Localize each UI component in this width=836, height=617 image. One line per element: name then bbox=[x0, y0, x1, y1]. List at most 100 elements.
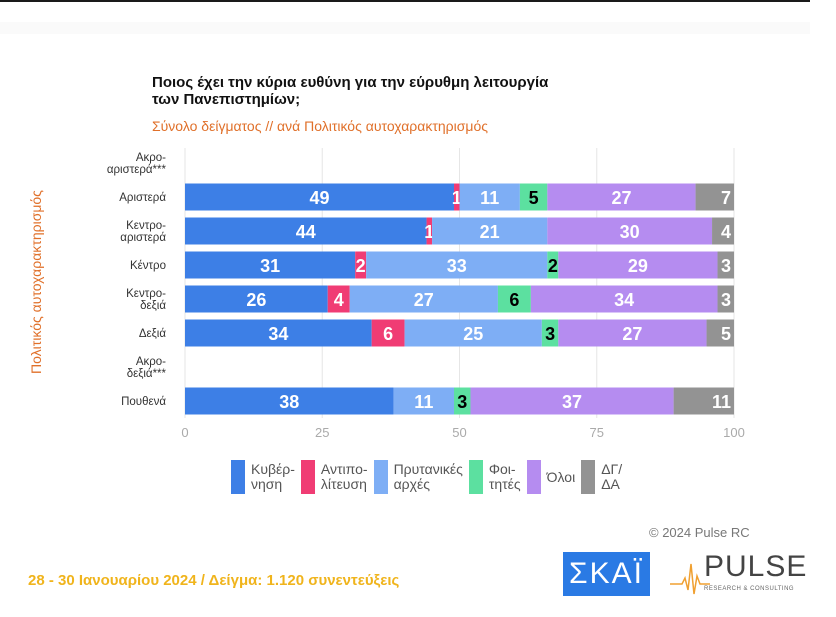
legend-swatch bbox=[468, 460, 483, 494]
y-category-label: Δεξιά bbox=[139, 328, 167, 340]
bar-segment bbox=[558, 319, 707, 347]
legend: Κυβέρ-νηση Αντιπο-λίτευση Πρυτανικές αρχές Φ… bbox=[231, 460, 628, 494]
legend-swatch bbox=[373, 460, 388, 494]
data-label: 37 bbox=[562, 392, 582, 412]
x-tick-label: 50 bbox=[452, 425, 466, 440]
x-tick-label: 100 bbox=[723, 425, 745, 440]
legend-label: Όλοι bbox=[546, 468, 576, 485]
bar-segment bbox=[349, 285, 498, 313]
data-label: 6 bbox=[509, 290, 519, 310]
legend-item: Πρυτανικές αρχές bbox=[373, 460, 463, 494]
bar-segment bbox=[673, 387, 734, 415]
bar-segment bbox=[185, 183, 455, 211]
bar-segment bbox=[404, 319, 542, 347]
pulse-logo: PULSE RESEARCH & CONSULTING bbox=[670, 550, 806, 600]
data-label: 7 bbox=[721, 188, 731, 208]
bar-segment bbox=[541, 319, 559, 347]
y-category-label: Πουθενά bbox=[121, 396, 166, 408]
bar-segment bbox=[185, 387, 394, 415]
bar-segment bbox=[393, 387, 455, 415]
bar-segment bbox=[432, 217, 548, 245]
bar-segment bbox=[470, 387, 674, 415]
y-category-label: Αριστερά bbox=[119, 192, 166, 204]
chart-title: Ποιος έχει την κύρια ευθύνη για την εύρυ… bbox=[152, 74, 549, 108]
data-label: 3 bbox=[721, 256, 731, 276]
y-category-label: Κέντρο bbox=[130, 260, 166, 272]
data-label: 3 bbox=[457, 392, 467, 412]
data-label: 26 bbox=[246, 290, 266, 310]
chart-subtitle: Σύνολο δείγματος // ανά Πολιτικός αυτοχα… bbox=[152, 118, 488, 134]
legend-label: Αντιπο-λίτευση bbox=[320, 461, 368, 492]
bar-segment bbox=[547, 217, 713, 245]
bar-segment bbox=[558, 251, 718, 279]
legend-label: ΔΓ/ΔΑ bbox=[601, 461, 623, 492]
y-category-label: Κεντρο-αριστερά bbox=[120, 220, 166, 244]
data-label: 4 bbox=[334, 290, 344, 310]
x-tick-label: 0 bbox=[181, 425, 188, 440]
legend-item: Φοι-τητές bbox=[468, 460, 521, 494]
legend-item: ΔΓ/ΔΑ bbox=[581, 460, 622, 494]
data-label: 11 bbox=[414, 392, 433, 412]
bar-segment bbox=[547, 251, 559, 279]
bar-segment bbox=[717, 251, 734, 279]
legend-item: Αντιπο-λίτευση bbox=[300, 460, 368, 494]
data-label: 1 bbox=[424, 222, 434, 242]
bar-segment bbox=[530, 285, 718, 313]
legend-label: Πρυτανικές αρχές bbox=[393, 461, 463, 492]
bar-segment bbox=[185, 319, 372, 347]
bar-segment bbox=[327, 285, 350, 313]
bar-segment bbox=[355, 251, 367, 279]
x-tick-label: 25 bbox=[315, 425, 329, 440]
legend-item: Κυβέρ-νηση bbox=[231, 460, 295, 494]
data-label: 3 bbox=[721, 290, 731, 310]
data-label: 6 bbox=[383, 324, 393, 344]
data-label: 5 bbox=[529, 188, 539, 208]
data-label: 27 bbox=[414, 290, 434, 310]
bar-segment bbox=[371, 319, 405, 347]
data-label: 11 bbox=[480, 188, 499, 208]
legend-item: Όλοι bbox=[526, 460, 576, 494]
bar-segment bbox=[459, 183, 520, 211]
footer-sample-info: 28 - 30 Ιανουαρίου 2024 / Δείγμα: 1.120 … bbox=[28, 572, 400, 589]
data-label: 2 bbox=[356, 256, 366, 276]
skai-logo: ΣΚΑΪ bbox=[563, 552, 650, 596]
bar-segment bbox=[185, 217, 427, 245]
data-label: 34 bbox=[614, 290, 634, 310]
legend-swatch bbox=[231, 460, 245, 494]
bar-segment bbox=[497, 285, 531, 313]
bar-segment bbox=[185, 285, 328, 313]
header-band bbox=[0, 22, 810, 34]
x-tick-label: 75 bbox=[590, 425, 604, 440]
bar-segment bbox=[185, 251, 356, 279]
data-label: 25 bbox=[463, 324, 483, 344]
bar-segment bbox=[712, 217, 734, 245]
data-label: 44 bbox=[296, 222, 316, 242]
data-label: 4 bbox=[721, 222, 731, 242]
legend-swatch bbox=[581, 460, 596, 494]
legend-swatch bbox=[526, 460, 541, 494]
skai-logo-text: ΣΚΑΪ bbox=[569, 557, 644, 590]
top-border bbox=[0, 0, 810, 2]
y-category-label: Κεντρο-δεξιά bbox=[126, 288, 166, 312]
bar-segment bbox=[454, 387, 471, 415]
bar-segment bbox=[547, 183, 696, 211]
pulse-wave-icon bbox=[670, 563, 710, 595]
data-label: 29 bbox=[628, 256, 648, 276]
bar-segment bbox=[695, 183, 734, 211]
data-label: 27 bbox=[611, 188, 631, 208]
data-label: 2 bbox=[548, 256, 558, 276]
data-label: 11 bbox=[712, 392, 731, 412]
data-label: 27 bbox=[622, 324, 642, 344]
bar-segment bbox=[717, 285, 734, 313]
data-label: 38 bbox=[279, 392, 299, 412]
bar-segment bbox=[426, 217, 433, 245]
data-label: 31 bbox=[260, 256, 280, 276]
copyright: © 2024 Pulse RC bbox=[649, 525, 750, 540]
bar-segment bbox=[454, 183, 460, 211]
data-label: 49 bbox=[309, 188, 329, 208]
bar-segment bbox=[519, 183, 548, 211]
bar-segment bbox=[706, 319, 734, 347]
data-label: 30 bbox=[620, 222, 640, 242]
legend-label: Φοι-τητές bbox=[488, 461, 521, 492]
